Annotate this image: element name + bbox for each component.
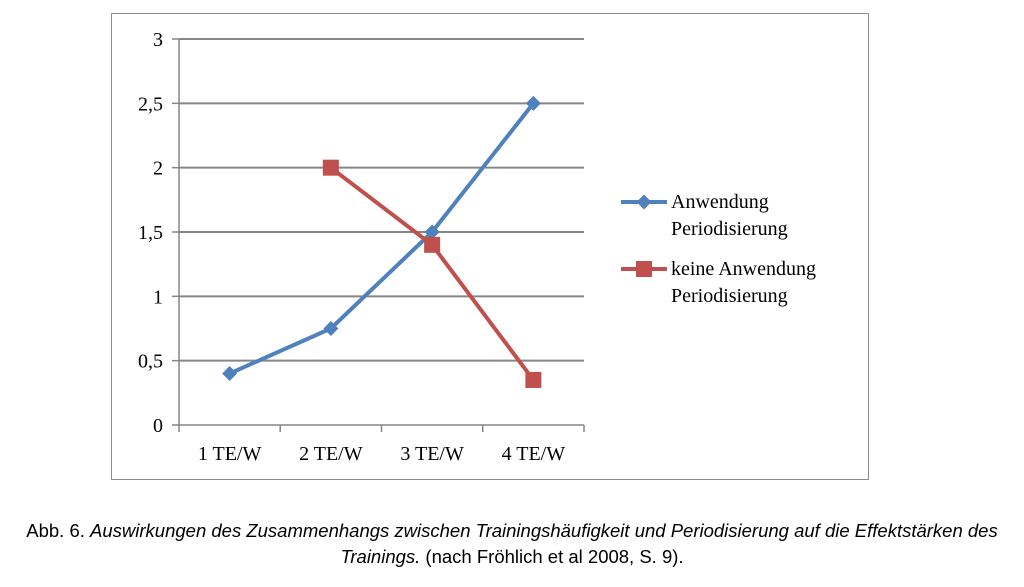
data-point-2: [322, 159, 339, 176]
y-tick-label: 2: [153, 158, 163, 180]
x-tick-label: 4 TE/W: [502, 443, 566, 465]
data-point-1: [323, 321, 339, 336]
x-tick-label: 3 TE/W: [400, 443, 464, 465]
x-tick-label: 1 TE/W: [198, 443, 262, 465]
y-tick-label: 3: [153, 29, 163, 51]
caption-prefix: Abb. 6.: [26, 520, 91, 541]
y-tick-label: 1: [153, 286, 163, 308]
data-point-1: [424, 224, 440, 240]
legend-label-1: Anwendung: [671, 191, 769, 213]
y-tick-label: 0,5: [138, 351, 163, 373]
legend-label-1: Periodisierung: [671, 218, 788, 240]
caption-title: Auswirkungen des Zusammenhangs zwischen …: [90, 520, 998, 567]
legend-label-2: keine Anwendung: [671, 258, 816, 280]
series-line-2: [329, 166, 535, 382]
series-line-1: [228, 102, 535, 376]
data-point-2: [525, 371, 542, 388]
legend-marker-1: [636, 194, 652, 210]
x-tick-label: 2 TE/W: [299, 443, 363, 465]
caption-source: (nach Fröhlich et al 2008, S. 9).: [420, 546, 684, 567]
line-chart: 0 0,5 1 1,5 2 2,5 3 1 TE/W 2 TE/W 3 TE/W 4 TE/W Anw…: [138, 29, 816, 465]
chart-frame: 0 0,5 1 1,5 2 2,5 3 1 TE/W 2 TE/W 3 TE/W 4 TE/W Anw…: [111, 13, 869, 480]
legend-label-2: Periodisierung: [671, 285, 788, 307]
legend-marker-2: [636, 261, 652, 277]
y-tick-label: 0: [153, 415, 163, 437]
data-point-1: [525, 95, 541, 111]
y-tick-label: 1,5: [138, 222, 163, 244]
y-tick-label: 2,5: [138, 93, 163, 115]
data-point-2: [424, 236, 441, 253]
figure-caption: Abb. 6. Auswirkungen des Zusammenhangs z…: [0, 518, 1024, 570]
data-point-1: [222, 366, 238, 382]
